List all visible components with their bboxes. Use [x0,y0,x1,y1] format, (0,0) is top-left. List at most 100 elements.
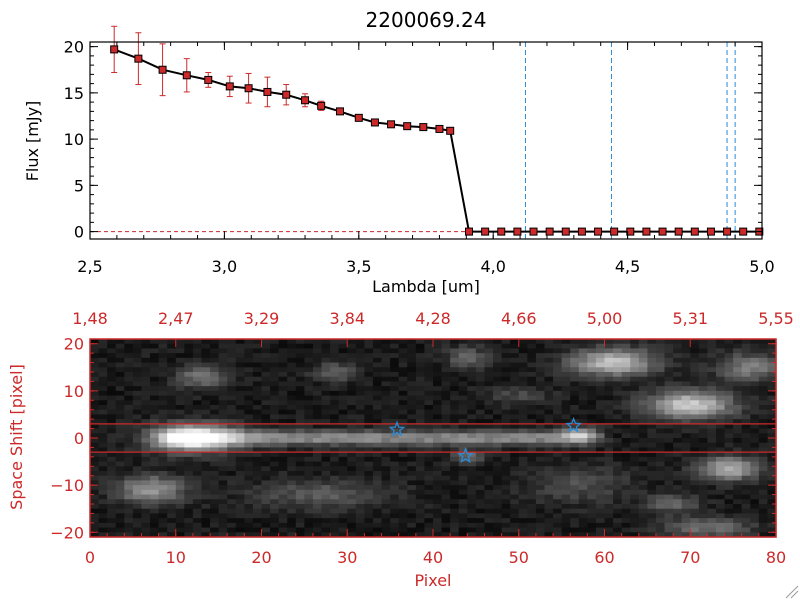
heatmap-cell [510,447,520,453]
heatmap-cell [690,447,700,453]
heatmap-cell [132,504,143,510]
heatmap-cell [647,522,657,529]
heatmap-cell [321,499,331,505]
heatmap-cell [98,409,108,416]
heatmap-cell [98,428,108,434]
heatmap-cell [647,339,657,345]
heatmap-cell [544,400,554,406]
heatmap-cell [390,456,400,463]
heatmap-cell [733,461,743,467]
heatmap-cell [381,362,391,368]
heatmap-cell [235,339,245,345]
heatmap-cell [441,513,451,519]
heatmap-cell [604,381,614,387]
heatmap-cell [707,390,717,397]
heatmap-cell [287,499,297,505]
heatmap-cell [98,489,108,496]
heatmap-cell [330,442,340,449]
heatmap-cell [115,395,125,401]
heatmap-cell [98,339,108,345]
heatmap-cell [287,348,297,354]
heatmap-cell [295,471,305,477]
heatmap-cell [201,471,211,477]
heatmap-cell [741,480,751,486]
heatmap-cell [312,471,323,477]
heatmap-cell [321,494,331,500]
heatmap-cell [347,475,357,482]
heatmap-cell [150,456,160,463]
heatmap-cell [450,419,460,425]
heatmap-cell [664,381,674,387]
heatmap-cell [90,367,100,373]
heatmap-cell [407,452,417,458]
heatmap-cell [252,442,263,449]
heatmap-cell [330,532,340,538]
heatmap-cell [630,452,640,458]
heatmap-cell [501,485,511,491]
heatmap-cell [270,489,280,496]
heatmap-cell [227,428,237,434]
flux-point [610,227,619,236]
heatmap-cell [741,527,751,533]
heatmap-cell [544,433,554,439]
heatmap-cell [252,438,263,444]
spectrum-title: 2200069.24 [366,8,487,32]
heatmap-cell [218,489,228,496]
heatmap-cell [244,395,254,401]
heatmap-cell [398,461,408,467]
heatmap-cell [304,475,314,482]
heatmap-cell [441,395,451,401]
heatmap-cell [107,353,117,359]
heatmap-cell [132,489,143,496]
heatmap-cell [304,466,314,472]
heatmap-cell [295,405,305,411]
heatmap-cell [347,362,357,368]
heatmap-cell [261,414,271,420]
heatmap-cell [150,532,160,538]
heatmap-cell [467,381,477,387]
heatmap-cell [501,357,511,364]
heatmap-cell [501,442,511,449]
heatmap-cell [750,419,760,425]
heatmap-cell [150,433,160,439]
heatmap-cell [304,343,314,350]
heatmap-cell [124,376,134,383]
resize-grip-icon[interactable] [785,585,799,599]
heatmap-cell [321,461,331,467]
heatmap-cell [227,343,237,350]
heatmap-cell [715,527,726,533]
heatmap-cell [578,522,588,529]
heatmap-cell [578,400,588,406]
heatmap-cell [578,405,588,411]
heatmap-cell [227,386,237,392]
heatmap-cell [158,405,168,411]
heatmap-cell [750,395,760,401]
heatmap-cell [415,414,426,420]
heatmap-cell [415,499,426,505]
heatmap-cell [115,475,125,482]
heatmap-cell [510,499,520,505]
heatmap-cell [98,471,108,477]
heatmap-cell [150,339,160,345]
heatmap-cell [175,456,185,463]
heatmap-cell [321,423,331,430]
heatmap-cell [321,485,331,491]
heatmap-cell [390,499,400,505]
heatmap-cell [304,386,314,392]
heatmap-cell [544,518,554,524]
heatmap-cell [364,461,374,467]
heatmap-cell [132,409,143,416]
heatmap-cell [132,367,143,373]
heatmap-cell [218,442,228,449]
heatmap-cell [595,367,606,373]
heatmap-cell [184,400,194,406]
heatmap-cell [458,504,468,510]
heatmap-cell [252,494,263,500]
heatmap-cell [175,485,185,491]
heatmap-cell [364,433,374,439]
heatmap-cell [124,409,134,416]
heatmap-cell [664,414,674,420]
heatmap-cell [90,480,100,486]
heatmap-cell [210,456,220,463]
heatmap-cell [544,357,554,364]
